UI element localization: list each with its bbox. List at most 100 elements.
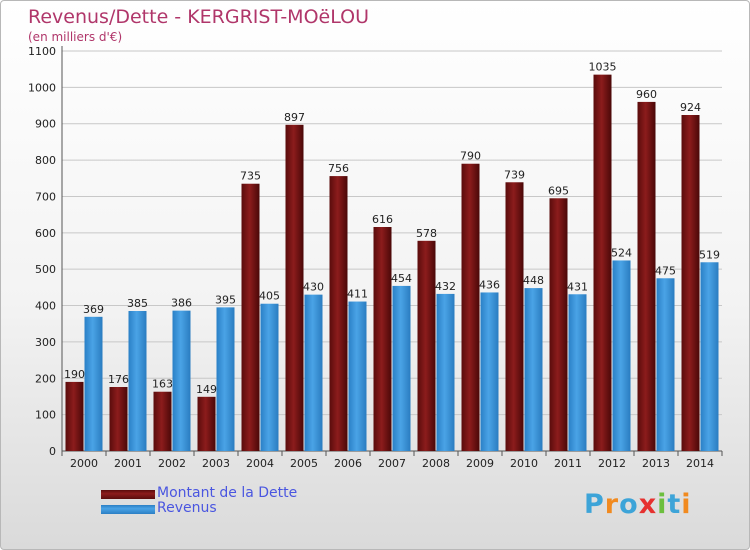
- bar-revenus: [128, 311, 147, 451]
- bar-dette: [549, 198, 568, 451]
- data-label-dette: 578: [416, 227, 437, 240]
- x-tick-label: 2003: [202, 457, 230, 470]
- data-label-revenus: 519: [699, 248, 720, 261]
- y-tick-label: 900: [35, 118, 56, 131]
- bar-revenus: [568, 294, 587, 451]
- data-label-revenus: 430: [303, 281, 324, 294]
- data-label-revenus: 436: [479, 278, 500, 291]
- logo-letter: o: [619, 489, 639, 520]
- logo-letter: t: [667, 489, 682, 520]
- legend-swatch-dette: [101, 490, 155, 499]
- x-tick-label: 2005: [290, 457, 318, 470]
- chart-subtitle: (en milliers d'€): [28, 30, 123, 44]
- data-label-revenus: 475: [655, 264, 676, 277]
- data-label-dette: 790: [460, 150, 481, 163]
- legend-label-revenus: Revenus: [157, 500, 217, 516]
- x-tick-label: 2001: [114, 457, 142, 470]
- data-label-revenus: 454: [391, 272, 412, 285]
- data-label-dette: 897: [284, 111, 305, 124]
- y-tick-label: 0: [49, 445, 56, 458]
- data-label-dette: 735: [240, 170, 261, 183]
- bar-dette: [505, 182, 524, 452]
- data-label-revenus: 395: [215, 293, 236, 306]
- data-label-revenus: 524: [611, 246, 632, 259]
- bar-dette: [637, 101, 656, 451]
- bar-dette: [65, 381, 84, 451]
- logo-letter: P: [584, 489, 605, 520]
- bar-revenus: [172, 310, 191, 451]
- data-label-revenus: 386: [171, 297, 192, 310]
- data-label-dette: 739: [504, 168, 525, 181]
- x-tick-label: 2009: [466, 457, 494, 470]
- bar-revenus: [656, 278, 675, 451]
- y-tick-label: 100: [35, 409, 56, 422]
- y-tick-label: 1100: [28, 45, 56, 58]
- bar-dette: [241, 183, 260, 451]
- bar-dette: [417, 240, 436, 451]
- x-tick-label: 2000: [70, 457, 98, 470]
- x-tick-label: 2007: [378, 457, 406, 470]
- proxiti-logo: Proxiti: [584, 489, 692, 520]
- bar-revenus: [348, 301, 367, 451]
- x-tick-label: 2006: [334, 457, 362, 470]
- legend-swatch-revenus: [101, 505, 155, 514]
- bar-dette: [461, 163, 480, 451]
- y-tick-label: 1000: [28, 81, 56, 94]
- y-tick-label: 500: [35, 263, 56, 276]
- x-tick-label: 2012: [598, 457, 626, 470]
- data-label-dette: 176: [108, 373, 129, 386]
- bar-revenus: [700, 262, 719, 451]
- bar-dette: [153, 391, 172, 451]
- y-tick-label: 400: [35, 300, 56, 313]
- bar-dette: [329, 176, 348, 451]
- data-label-dette: 616: [372, 213, 393, 226]
- data-label-revenus: 448: [523, 274, 544, 287]
- x-tick-label: 2011: [554, 457, 582, 470]
- x-tick-label: 2014: [686, 457, 714, 470]
- data-label-revenus: 411: [347, 288, 368, 301]
- bar-dette: [681, 115, 700, 451]
- bar-dette: [285, 124, 304, 452]
- bar-revenus: [480, 292, 499, 451]
- chart-title: Revenus/Dette - KERGRIST-MOëLOU: [28, 6, 369, 28]
- bar-revenus: [216, 307, 235, 451]
- data-label-dette: 924: [680, 101, 701, 114]
- bar-revenus: [612, 260, 631, 451]
- bar-revenus: [260, 303, 279, 451]
- data-label-revenus: 431: [567, 280, 588, 293]
- data-label-dette: 163: [152, 378, 173, 391]
- data-label-revenus: 405: [259, 290, 280, 303]
- logo-letter: i: [681, 489, 692, 520]
- data-label-dette: 960: [636, 88, 657, 101]
- y-tick-label: 700: [35, 190, 56, 203]
- x-tick-label: 2002: [158, 457, 186, 470]
- data-label-dette: 695: [548, 184, 569, 197]
- data-label-dette: 1035: [589, 61, 617, 74]
- y-tick-label: 600: [35, 227, 56, 240]
- data-label-revenus: 432: [435, 280, 456, 293]
- bar-dette: [197, 396, 216, 451]
- bar-revenus: [392, 285, 411, 451]
- x-tick-label: 2004: [246, 457, 274, 470]
- bar-revenus: [304, 294, 323, 451]
- x-tick-label: 2008: [422, 457, 450, 470]
- x-tick-label: 2013: [642, 457, 670, 470]
- y-tick-label: 200: [35, 372, 56, 385]
- y-tick-label: 800: [35, 154, 56, 167]
- bar-dette: [373, 227, 392, 451]
- logo-letter: i: [657, 489, 668, 520]
- x-tick-label: 2010: [510, 457, 538, 470]
- logo-letter: x: [638, 489, 658, 520]
- data-label-revenus: 369: [83, 303, 104, 316]
- logo-letter: r: [604, 489, 620, 520]
- y-tick-label: 300: [35, 336, 56, 349]
- data-label-dette: 149: [196, 383, 217, 396]
- data-label-dette: 190: [64, 368, 85, 381]
- legend-label-dette: Montant de la Dette: [157, 485, 298, 501]
- bar-revenus: [524, 288, 543, 451]
- bar-dette: [109, 387, 128, 451]
- bar-revenus: [436, 293, 455, 451]
- bar-revenus: [84, 316, 103, 451]
